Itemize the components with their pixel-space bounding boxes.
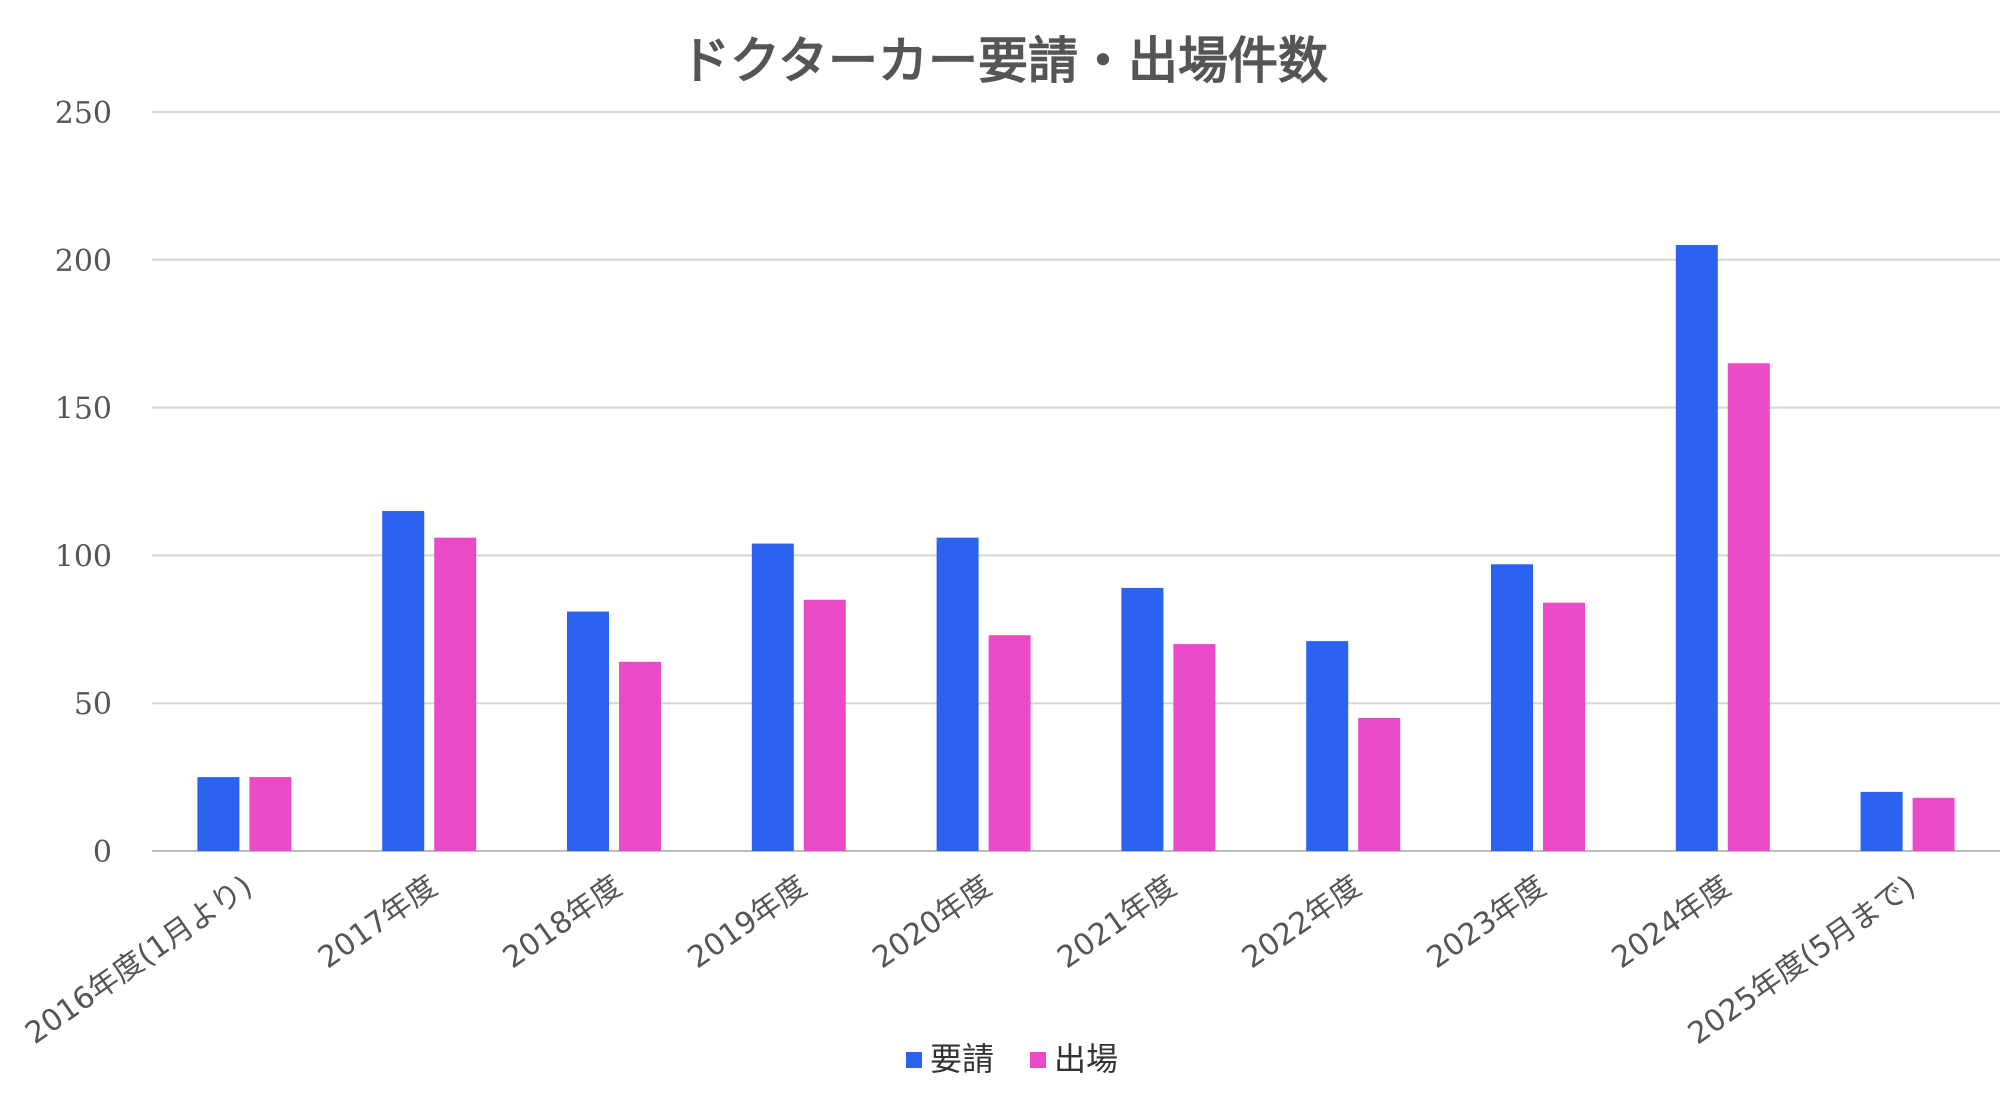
legend-swatch-request bbox=[906, 1052, 922, 1068]
y-tick-label: 100 bbox=[55, 539, 112, 574]
x-tick-label: 2024年度 bbox=[1606, 869, 1738, 976]
gridlines bbox=[152, 111, 2000, 852]
bar-dispatch-2 bbox=[619, 661, 661, 851]
bar-dispatch-9 bbox=[1912, 797, 1955, 851]
y-tick-label: 250 bbox=[55, 96, 112, 131]
bar-dispatch-6 bbox=[1358, 717, 1401, 851]
x-tick-label: 2017年度 bbox=[312, 869, 444, 976]
bar-request-2 bbox=[567, 611, 609, 851]
bar-request-8 bbox=[1675, 245, 1718, 851]
x-tick-label: 2021年度 bbox=[1051, 869, 1183, 976]
bar-dispatch-8 bbox=[1727, 363, 1770, 851]
bar-request-7 bbox=[1491, 564, 1533, 851]
y-axis-ticks: 0 50 100 150 200 250 bbox=[55, 96, 112, 870]
y-tick-label: 200 bbox=[55, 244, 112, 279]
bar-request-9 bbox=[1860, 791, 1903, 851]
legend: 要請 出場 bbox=[906, 1040, 1118, 1078]
x-tick-label: 2020年度 bbox=[866, 869, 998, 976]
x-tick-label: 2018年度 bbox=[497, 869, 629, 976]
x-tick-label: 2022年度 bbox=[1236, 869, 1368, 976]
bar-request-5 bbox=[1121, 587, 1164, 851]
x-tick-label: 2019年度 bbox=[682, 869, 814, 976]
bar-dispatch-0 bbox=[249, 777, 292, 851]
bar-dispatch-4 bbox=[988, 635, 1031, 851]
bar-dispatch-3 bbox=[803, 599, 846, 851]
bar-request-6 bbox=[1306, 641, 1349, 851]
bar-request-0 bbox=[197, 777, 240, 851]
bar-dispatch-7 bbox=[1543, 602, 1585, 851]
y-tick-label: 150 bbox=[55, 392, 112, 427]
x-tick-label: 2023年度 bbox=[1421, 869, 1553, 976]
bar-request-1 bbox=[382, 511, 425, 851]
bar-dispatch-1 bbox=[434, 537, 477, 851]
legend-label-dispatch: 出場 bbox=[1054, 1040, 1118, 1078]
bar-request-3 bbox=[751, 543, 794, 851]
legend-swatch-dispatch bbox=[1030, 1052, 1046, 1068]
x-axis-ticks: 2016年度(1月より) 2017年度 2018年度 2019年度 2020年度 2021… bbox=[19, 869, 1922, 1052]
legend-label-request: 要請 bbox=[930, 1040, 994, 1078]
y-tick-label: 0 bbox=[93, 835, 112, 870]
chart-title: ドクターカー要請・出場件数 bbox=[680, 32, 1328, 90]
bar-request-4 bbox=[936, 537, 979, 851]
y-tick-label: 50 bbox=[74, 687, 112, 722]
bars bbox=[197, 245, 1955, 851]
x-tick-label: 2016年度(1月より) bbox=[19, 869, 259, 1052]
bar-dispatch-5 bbox=[1173, 644, 1216, 851]
